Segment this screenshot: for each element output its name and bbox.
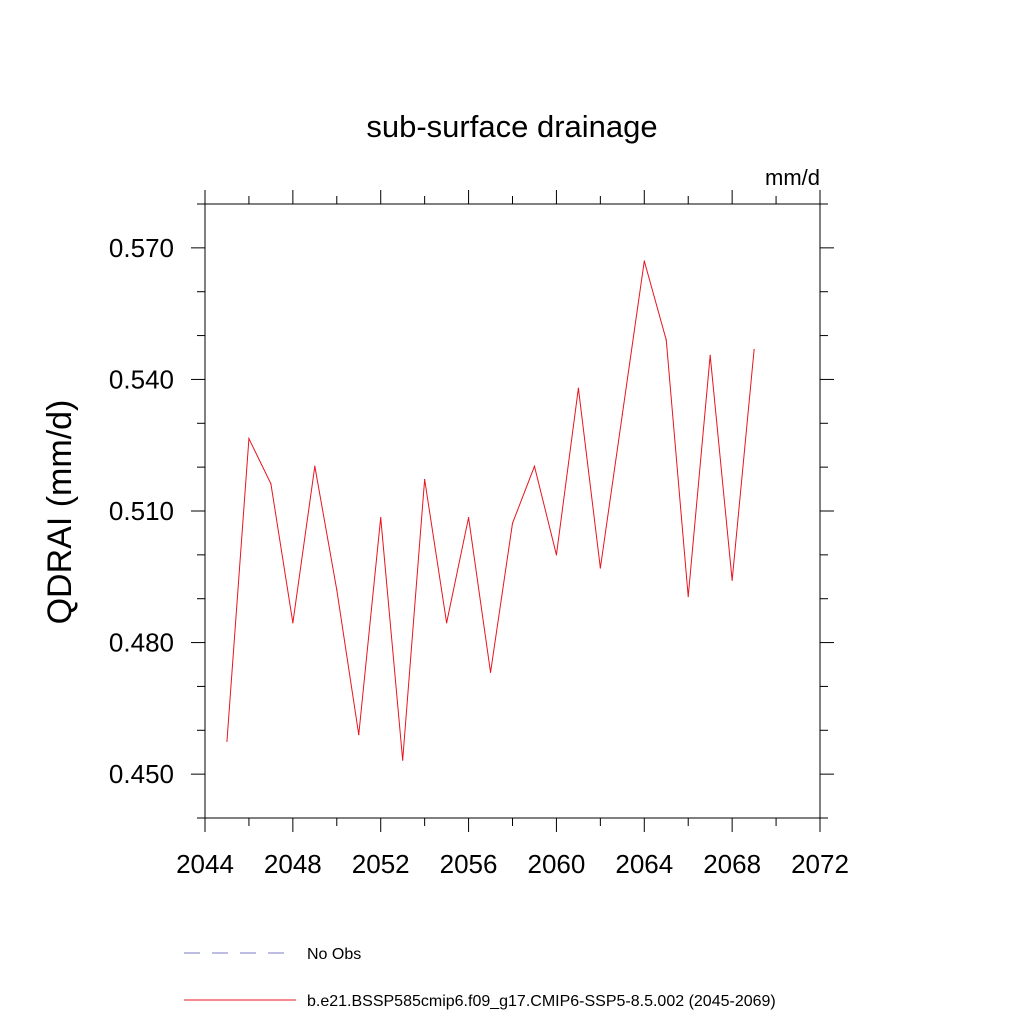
- x-tick-label: 2044: [176, 849, 234, 879]
- x-tick-label: 2072: [791, 849, 849, 879]
- data-point: [467, 516, 470, 519]
- data-point: [753, 349, 755, 351]
- y-ticks: 0.450 0.480 0.510 0.540 0.570: [109, 203, 834, 819]
- data-point: [226, 740, 228, 742]
- data-point: [358, 734, 360, 736]
- data-point: [270, 483, 272, 485]
- legend-label-no-obs: No Obs: [307, 946, 361, 963]
- data-point: [621, 413, 623, 416]
- data-point: [336, 589, 338, 591]
- series-line: [226, 260, 755, 761]
- legend: No Obs b.e21.BSSP585cmip6.f09_g17.CMIP6-…: [184, 946, 776, 1010]
- y-tick-label: 0.510: [109, 496, 174, 526]
- y-tick-label: 0.570: [109, 233, 174, 263]
- data-point: [731, 579, 733, 581]
- data-point: [248, 438, 250, 440]
- data-point: [292, 622, 294, 624]
- data-point: [555, 554, 558, 556]
- data-point: [446, 622, 448, 624]
- x-tick-label: 2056: [440, 849, 498, 879]
- x-tick-label: 2052: [352, 849, 410, 879]
- data-point: [643, 260, 645, 262]
- series-layer: [226, 260, 755, 761]
- x-tick-label: 2060: [528, 849, 586, 879]
- data-point: [599, 567, 601, 569]
- data-point: [380, 516, 382, 519]
- data-point: [402, 759, 404, 761]
- legend-label-model-run: b.e21.BSSP585cmip6.f09_g17.CMIP6-SSP5-8.…: [307, 993, 776, 1010]
- data-point: [314, 465, 316, 467]
- data-point: [665, 339, 667, 341]
- data-point: [424, 478, 426, 481]
- x-ticks: 2044 2048 2052 2056 2060 2064 2068 2072: [176, 190, 849, 879]
- x-tick-label: 2048: [264, 849, 322, 879]
- chart-title: sub-surface drainage: [366, 109, 657, 144]
- units-label: mm/d: [765, 165, 820, 190]
- y-tick-label: 0.540: [109, 364, 174, 394]
- data-point: [489, 671, 492, 673]
- data-point: [709, 354, 711, 356]
- y-axis-label: QDRAI (mm/d): [41, 400, 79, 625]
- y-tick-label: 0.480: [109, 628, 174, 658]
- x-tick-label: 2068: [703, 849, 761, 879]
- plot-frame: [204, 203, 821, 819]
- y-tick-label: 0.450: [109, 759, 174, 789]
- data-point: [577, 387, 579, 389]
- data-point: [511, 522, 514, 524]
- x-tick-label: 2064: [615, 849, 673, 879]
- data-point: [533, 465, 536, 467]
- data-point: [687, 595, 689, 598]
